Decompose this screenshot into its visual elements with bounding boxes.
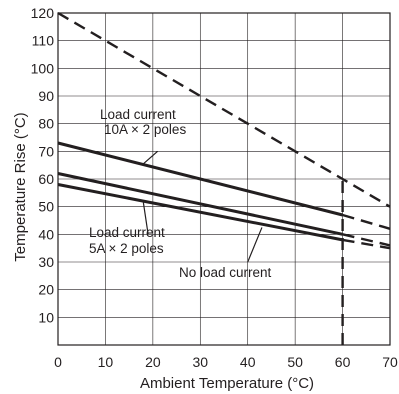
annotation-noload: No load current (179, 265, 272, 280)
y-tick-label: 20 (38, 282, 54, 298)
y-tick-label: 50 (38, 199, 54, 215)
annotation-load10-line2: 10A × 2 poles (104, 122, 186, 137)
y-tick-label: 10 (38, 309, 54, 325)
series-line-load10 (57, 141, 343, 217)
annotation-pointers (142, 150, 263, 263)
y-tick-label: 60 (38, 171, 54, 187)
y-tick-label: 70 (38, 143, 54, 159)
annotation-load5-line2: 5A × 2 poles (89, 241, 164, 256)
pointer-noload (247, 227, 263, 263)
y-tick-label: 110 (32, 33, 55, 49)
x-tick-label: 40 (240, 354, 256, 370)
series-line-load10_ext (342, 213, 391, 230)
y-axis-title: Temperature Rise (°C) (12, 112, 29, 261)
annotation-load5-line1: Load current (89, 225, 165, 240)
x-tick-label: 20 (145, 354, 161, 370)
series-line-noload_ext (342, 238, 391, 250)
x-tick-label: 30 (192, 354, 208, 370)
series-line-noload (57, 183, 343, 242)
pointer-load10 (142, 150, 158, 165)
x-tick-label: 0 (54, 354, 62, 370)
x-tick-label: 50 (287, 354, 303, 370)
series-line-load5_ext (342, 233, 391, 247)
y-tick-label: 120 (31, 5, 55, 21)
x-tick-label: 10 (98, 354, 114, 370)
pointer-load5 (142, 202, 149, 235)
y-tick-label: 40 (38, 226, 54, 242)
y-tick-label: 100 (31, 60, 55, 76)
y-tick-labels: 10 20 30 40 50 60 70 80 90 100 110 120 (31, 5, 55, 325)
x-tick-label: 60 (335, 354, 351, 370)
grid (58, 13, 390, 345)
series-line-load5 (57, 172, 343, 236)
series-line-limit (57, 11, 391, 208)
y-tick-label: 30 (38, 254, 54, 270)
y-tick-label: 80 (38, 116, 54, 132)
x-tick-label: 70 (382, 354, 398, 370)
x-axis-title: Ambient Temperature (°C) (140, 375, 314, 392)
annotation-load10-line1: Load current (100, 107, 176, 122)
x-tick-labels: 0 10 20 30 40 50 60 70 (54, 354, 398, 370)
y-tick-label: 90 (38, 88, 54, 104)
series-layer (57, 11, 391, 345)
plot-frame (57, 12, 391, 346)
